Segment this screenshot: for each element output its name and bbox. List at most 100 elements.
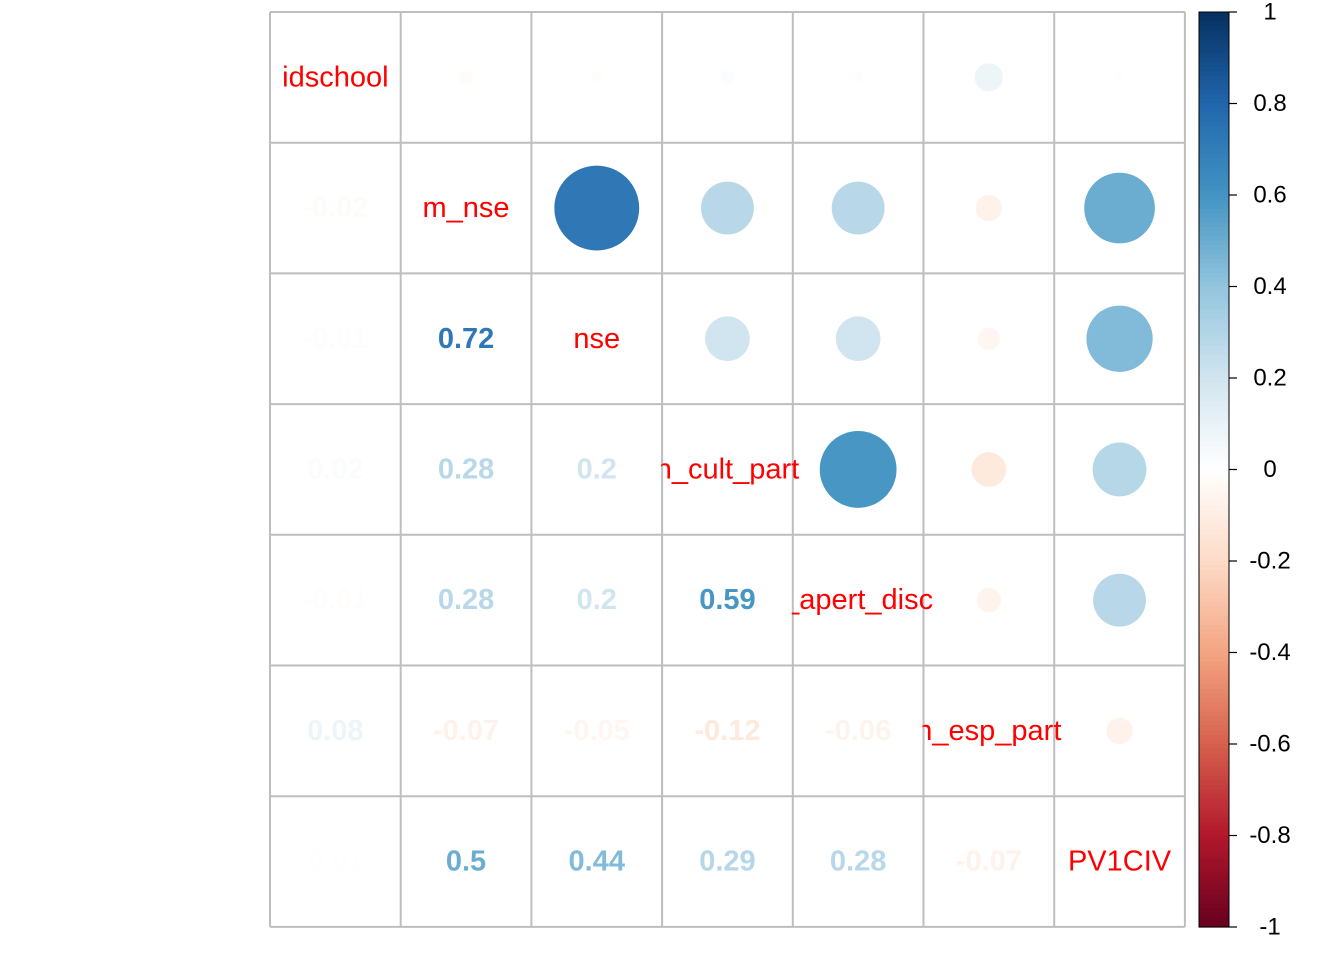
colorbar-segment: [1199, 281, 1229, 288]
colorbar-segment: [1199, 881, 1229, 887]
colorbar-tick-label: -0.2: [1249, 548, 1290, 575]
colorbar-segment: [1199, 185, 1229, 192]
colorbar-segment: [1199, 204, 1229, 210]
colorbar-segment: [1199, 94, 1229, 100]
coef-label-4-3: 0.59: [699, 584, 755, 616]
circle-4-5: [976, 587, 1002, 613]
colorbar-segment: [1199, 126, 1229, 132]
colorbar-segment: [1199, 533, 1229, 539]
colorbar-segment: [1199, 245, 1229, 251]
colorbar-segment: [1199, 48, 1229, 54]
color-legend: 1 0.8 0.6 0.4 0.2 0 -0.2 -0.4 -0.6 -0.8 -1: [1198, 0, 1291, 941]
colorbar-segment: [1199, 400, 1229, 407]
colorbar-segment: [1199, 483, 1229, 489]
colorbar-segment: [1199, 538, 1229, 544]
coef-label-4-1: 0.28: [438, 584, 494, 616]
colorbar-segment: [1199, 442, 1229, 448]
colorbar-segment: [1199, 236, 1229, 242]
colorbar-segment: [1199, 162, 1229, 169]
matrix-marks: idschool -0.02 m_nse -0.01 0.72 nse 0.02 0.28 0.…: [282, 61, 1172, 877]
cell-1-1: [400, 142, 532, 274]
colorbar-segment: [1199, 734, 1229, 741]
colorbar-segment: [1199, 762, 1229, 768]
colorbar-segment: [1199, 670, 1229, 676]
colorbar-segment: [1199, 300, 1229, 306]
colorbar-segment: [1199, 391, 1229, 397]
colorbar-segment: [1199, 98, 1229, 105]
colorbar-segment: [1199, 844, 1229, 850]
colorbar-segment: [1199, 469, 1229, 475]
circle-0-3: [720, 70, 735, 85]
colorbar-segment: [1199, 323, 1229, 329]
colorbar-segment: [1199, 373, 1229, 379]
colorbar-segment: [1199, 707, 1229, 713]
colorbar-segment: [1199, 766, 1229, 773]
coef-label-6-2: 0.44: [569, 846, 625, 878]
colorbar-segment: [1199, 135, 1229, 141]
colorbar-segment: [1199, 21, 1229, 27]
diagonal-label-6: PV1CIV: [1068, 846, 1172, 878]
diagonal-label-1: m_nse: [423, 192, 510, 224]
colorbar-segment: [1199, 144, 1229, 150]
colorbar-segment: [1199, 593, 1229, 599]
colorbar-segment: [1199, 464, 1229, 471]
colorbar-segment: [1199, 803, 1229, 809]
cell-5-0: [270, 665, 401, 797]
cell-4-3: [662, 534, 793, 666]
circle-0-6: [1114, 72, 1125, 83]
colorbar-segment: [1199, 382, 1229, 388]
colorbar-segment: [1199, 908, 1229, 914]
colorbar-segment: [1199, 547, 1229, 553]
colorbar-segment: [1199, 744, 1229, 750]
colorbar-segment: [1199, 44, 1229, 50]
coef-label-2-0: -0.01: [302, 323, 368, 355]
colorbar-segment: [1199, 117, 1229, 123]
colorbar-segment: [1199, 785, 1229, 791]
cell-3-2: [531, 404, 663, 535]
colorbar-segment: [1199, 611, 1229, 617]
colorbar-segment: [1199, 652, 1229, 658]
colorbar-segment: [1199, 638, 1229, 644]
coef-label-5-0: 0.08: [307, 715, 363, 747]
colorbar-tick-label: -0.8: [1249, 822, 1290, 849]
coef-label-3-1: 0.28: [438, 453, 494, 485]
colorbar-segment: [1199, 66, 1229, 73]
cell-5-5: [923, 665, 1055, 797]
colorbar-segment: [1199, 922, 1229, 928]
coef-label-3-2: 0.2: [577, 453, 617, 485]
colorbar-tick-label: 1: [1263, 0, 1276, 26]
cell-0-0: [270, 12, 401, 143]
colorbar-segment: [1199, 57, 1229, 63]
colorbar-segment: [1199, 423, 1229, 429]
colorbar-segment: [1199, 309, 1229, 315]
colorbar-segment: [1199, 885, 1229, 891]
colorbar-segment: [1199, 561, 1229, 567]
colorbar-segment: [1199, 890, 1229, 896]
circle-2-5: [977, 327, 1001, 350]
colorbar-tick-label: 0: [1263, 456, 1276, 483]
cell-4-0: [270, 534, 401, 666]
colorbar-segment: [1199, 657, 1229, 663]
matrix-cells: [270, 12, 1185, 927]
colorbar-segment: [1199, 103, 1229, 109]
colorbar-segment: [1199, 332, 1229, 338]
colorbar-segment: [1199, 167, 1229, 173]
colorbar-segment: [1199, 679, 1229, 686]
colorbar-segment: [1199, 437, 1229, 443]
colorbar-segment: [1199, 181, 1229, 187]
cell-2-1: [400, 273, 532, 405]
coef-label-6-1: 0.5: [446, 846, 486, 878]
colorbar-segment: [1199, 506, 1229, 512]
colorbar-segment: [1199, 53, 1229, 59]
colorbar-segment: [1199, 812, 1229, 818]
colorbar-segment: [1199, 606, 1229, 612]
colorbar-segment: [1199, 414, 1229, 420]
colorbar-segment: [1199, 259, 1229, 265]
colorbar-segment: [1199, 862, 1229, 869]
colorbar-segment: [1199, 39, 1229, 45]
colorbar-segment: [1199, 277, 1229, 283]
diagonal-label-2: nse: [573, 323, 620, 355]
colorbar-segment: [1199, 496, 1229, 503]
colorbar-segment: [1199, 661, 1229, 667]
colorbar-segment: [1199, 711, 1229, 718]
